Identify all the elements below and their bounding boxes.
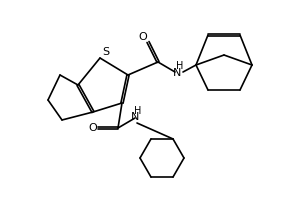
Text: O: O [139,32,147,42]
Text: O: O [88,123,98,133]
Text: S: S [102,47,110,57]
Text: H: H [176,61,184,71]
Text: N: N [173,68,181,78]
Text: N: N [131,112,139,122]
Text: H: H [134,106,142,116]
